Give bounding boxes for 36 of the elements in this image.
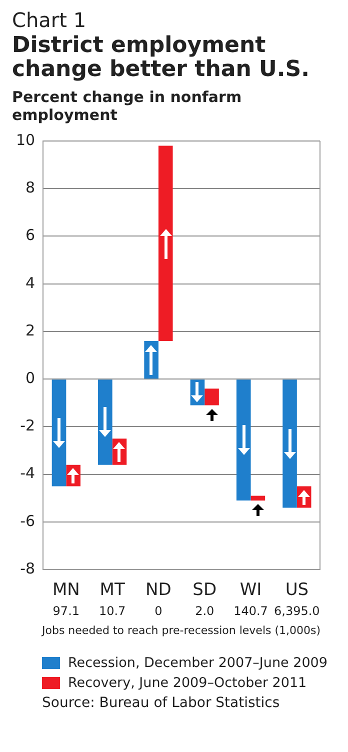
- text: 10.7: [98, 604, 126, 618]
- x-tick-label: MT: [100, 580, 126, 601]
- y-tick-label: 2: [26, 322, 36, 340]
- text: 140.7: [234, 604, 268, 618]
- y-tick-label: 6: [26, 226, 36, 245]
- legend-label: Recession, December 2007–June 2009: [68, 655, 328, 672]
- y-axis-title: Percent change in nonfarm employment: [12, 88, 243, 124]
- x-tick-label: WI: [240, 580, 262, 601]
- text: 2.0: [195, 604, 214, 618]
- source-note: Source: Bureau of Labor Statistics: [42, 695, 281, 712]
- y-tick-label: -8: [20, 560, 36, 578]
- chart-title: District employment change better than U.S.: [12, 33, 310, 82]
- bar: [52, 380, 66, 487]
- bar: [250, 496, 266, 501]
- bar: [282, 380, 297, 508]
- y-tick-label: 0: [26, 369, 36, 388]
- bar: [98, 380, 112, 466]
- y-tick-label: -6: [20, 512, 36, 530]
- x-tick-label: ND: [146, 580, 172, 601]
- text: 0: [154, 604, 162, 618]
- caption: Chart 1: [12, 8, 88, 32]
- y-tick-label: 4: [26, 274, 36, 292]
- x-tick-label: US: [285, 580, 309, 601]
- bar: [204, 389, 219, 406]
- legend-label: Recovery, June 2009–October 2011: [68, 675, 307, 692]
- text: 97.1: [52, 604, 80, 618]
- x-tick-label: SD: [192, 580, 217, 601]
- bar: [236, 380, 251, 501]
- x-tick-label: MN: [52, 580, 80, 601]
- y-tick-label: 8: [26, 178, 36, 197]
- text: 6,395.0: [274, 604, 320, 618]
- text: Jobs needed to reach pre-recession levels (1,000s): [42, 624, 322, 638]
- bar: [158, 146, 173, 342]
- y-tick-label: 10: [16, 131, 36, 150]
- y-tick-label: -2: [20, 417, 36, 435]
- y-tick-label: -4: [20, 464, 36, 483]
